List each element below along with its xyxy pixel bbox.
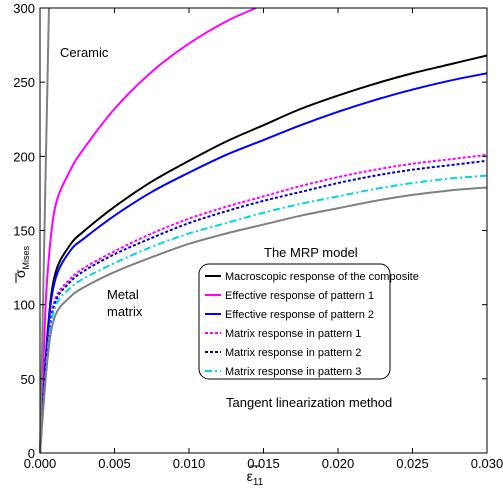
- y-axis-subscript: Mises: [21, 245, 31, 269]
- series-line-3: [39, 72, 488, 454]
- y-tick-label: 250: [13, 75, 35, 90]
- annotation-ceramic: Ceramic: [60, 45, 109, 60]
- legend-label: Matrix response in pattern 3: [225, 366, 361, 378]
- annotation-metal: Metal: [107, 287, 139, 302]
- y-tick-label: 300: [13, 1, 35, 16]
- y-tick-label: 150: [13, 224, 35, 239]
- curves-layer: [39, 7, 488, 454]
- y-axis-label-group: σMises: [12, 245, 31, 278]
- x-axis-label: ε11: [247, 468, 264, 488]
- legend-label: Effective response of pattern 1: [225, 290, 374, 302]
- legend-label: Effective response of pattern 2: [225, 309, 374, 321]
- annotation-matrix: matrix: [107, 304, 143, 319]
- legend-label: Matrix response in pattern 2: [225, 347, 361, 359]
- y-tick-label: 50: [21, 372, 35, 387]
- series-line-4: [39, 153, 488, 454]
- series-line-5: [39, 159, 488, 454]
- legend-items: Macroscopic response of the composite Eff…: [205, 271, 419, 378]
- legend-label: Macroscopic response of the composite: [225, 271, 419, 283]
- y-tick-label: 0: [28, 446, 35, 461]
- series-line-7: [39, 186, 488, 454]
- series-line-1: [39, 54, 488, 454]
- legend-box: [198, 263, 391, 380]
- ticks-layer: 0.000 0.005 0.010 0.015 0.020 0.025 0.030 0 50 10…: [13, 1, 503, 471]
- series-line-6: [39, 174, 488, 454]
- x-tick-label: 0.010: [173, 456, 206, 471]
- y-axis-symbol: σ: [12, 269, 28, 278]
- x-tick-label: 0.025: [396, 456, 429, 471]
- legend-label: Matrix response in pattern 1: [225, 328, 361, 340]
- y-tick-label: 200: [13, 149, 35, 164]
- plot-frame: [39, 7, 488, 454]
- x-tick-label: 0.000: [24, 456, 57, 471]
- legend: Macroscopic response of the composite Eff…: [198, 263, 419, 380]
- y-tick-label: 100: [13, 298, 35, 313]
- x-tick-label: 0.015: [247, 456, 280, 471]
- annotation-model: The MRP model: [264, 245, 358, 260]
- annotation-method: Tangent linearization method: [226, 395, 392, 410]
- x-tick-label: 0.020: [322, 456, 355, 471]
- x-tick-label: 0.030: [471, 456, 503, 471]
- x-axis-subscript: 11: [253, 477, 264, 488]
- series-line-2: [39, 7, 257, 454]
- x-axis-symbol: ε: [247, 468, 253, 484]
- y-axis-label: σMises: [12, 245, 31, 278]
- x-tick-label: 0.005: [98, 456, 131, 471]
